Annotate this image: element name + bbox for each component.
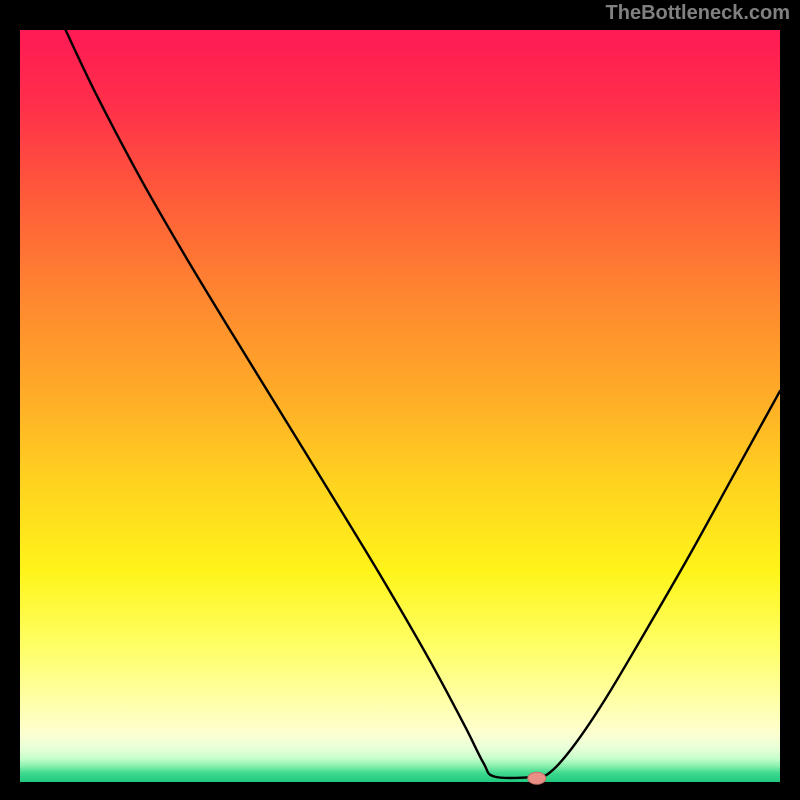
chart-container: TheBottleneck.com: [0, 0, 800, 800]
watermark-text: TheBottleneck.com: [606, 2, 790, 25]
chart-svg: [0, 0, 800, 800]
plot-background: [20, 30, 780, 782]
highlight-marker: [528, 772, 546, 784]
